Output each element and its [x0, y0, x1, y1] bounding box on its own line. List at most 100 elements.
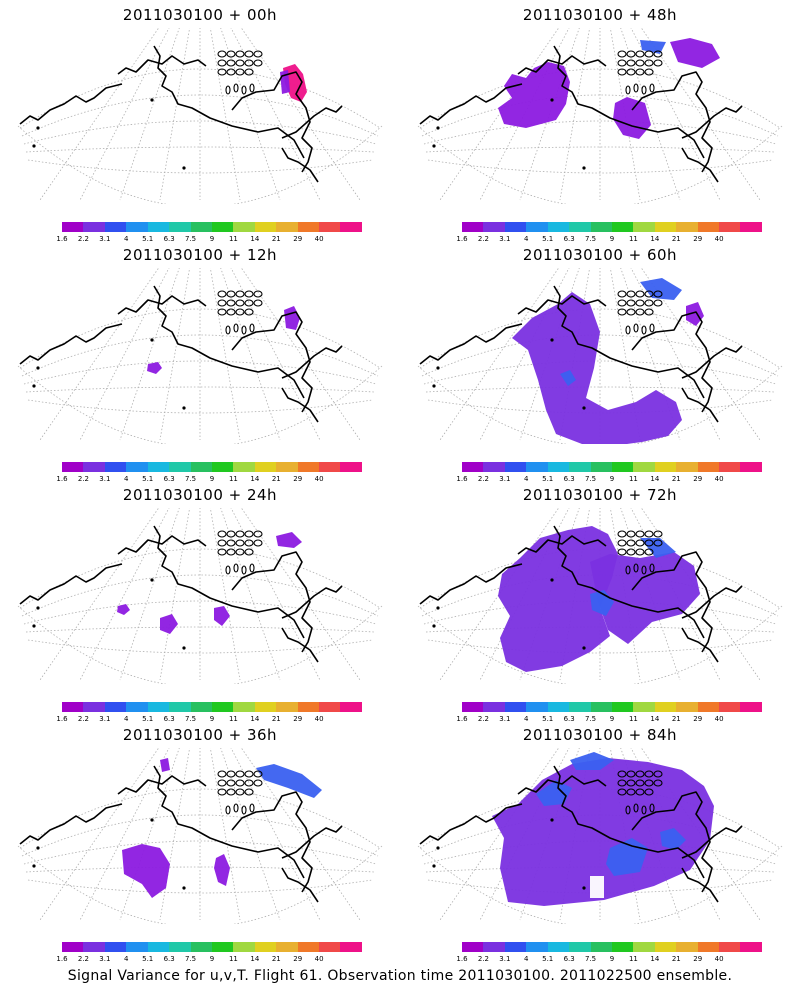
island: [617, 770, 627, 778]
variance-region: [160, 758, 170, 772]
variance-region: [590, 552, 700, 644]
island-dot: [150, 338, 154, 342]
longitude-line: [630, 268, 721, 441]
legend-tick-label: 11: [628, 955, 638, 963]
legend-tick-label: 3.1: [499, 475, 511, 483]
latitude-line: [423, 120, 777, 145]
legend-swatch: [526, 462, 548, 472]
coastline: [117, 295, 207, 315]
legend-swatch: [462, 702, 484, 712]
island-dot: [182, 886, 186, 890]
longitude-line: [640, 28, 761, 201]
panel-title: 2011030100 + 24h: [122, 486, 278, 504]
legend-swatch: [83, 462, 105, 472]
legend-swatch: [526, 942, 548, 952]
legend-tick-label: 21: [671, 715, 681, 723]
legend-tick-label: 5.1: [142, 955, 154, 963]
legend-swatch: [654, 222, 677, 232]
legend-tick-label: 1.6: [456, 235, 468, 243]
latitude-line: [27, 399, 373, 414]
island: [217, 548, 227, 556]
legend-tick-label: 7.5: [584, 715, 597, 723]
island: [617, 539, 627, 547]
island-dot: [582, 886, 586, 890]
legend-tick-label: 1.6: [56, 715, 68, 723]
figure-caption: Signal Variance for u,v,T. Flight 61. Ob…: [67, 968, 733, 984]
legend-tick-label: 14: [250, 475, 260, 483]
legend-tick-label: 21: [271, 475, 281, 483]
color-legend: 1.6 2.2 3.1 4 5.1 6.3 7.5 9 11 14 21 29 40: [456, 462, 762, 484]
island: [617, 530, 627, 538]
legend-tick-label: 2.2: [77, 475, 89, 483]
panel-title: 2011030100 + 72h: [522, 486, 678, 504]
legend-swatch: [654, 462, 677, 472]
coastlines: [419, 285, 743, 423]
legend-colorbar: [462, 702, 762, 712]
legend-tick-label: 5.1: [542, 955, 554, 963]
longitude-line: [620, 268, 681, 441]
legend-tick-label: 4: [524, 475, 529, 483]
legend-tick-label: 11: [628, 715, 638, 723]
island-dot: [32, 624, 36, 628]
legend-swatch: [297, 462, 320, 472]
legend-tick-label: 29: [293, 715, 303, 723]
island-dot: [436, 126, 440, 130]
island: [633, 563, 639, 573]
coastlines: [419, 45, 743, 183]
island-dot: [150, 578, 154, 582]
legend-swatch: [62, 222, 84, 232]
island: [626, 539, 636, 547]
latitude-line: [23, 600, 377, 625]
legend-swatch: [254, 702, 277, 712]
island: [617, 779, 627, 787]
island: [217, 530, 227, 538]
island-dot: [550, 338, 554, 342]
legend-colorbar: [462, 942, 762, 952]
legend-swatch: [190, 462, 212, 472]
longitude-line: [609, 28, 641, 201]
coastline: [419, 323, 523, 365]
legend-tick-label: 6.3: [563, 475, 575, 483]
legend-tick-label: 1.6: [56, 955, 68, 963]
coastline: [19, 83, 123, 125]
legend-tick-label: 40: [714, 715, 724, 723]
island-dot: [436, 846, 440, 850]
arctic-islands: [617, 290, 663, 335]
legend-tick-label: 6.3: [163, 955, 175, 963]
legend-tick-label: 21: [671, 235, 681, 243]
island: [653, 59, 663, 67]
longitude-line: [220, 508, 281, 681]
island: [241, 85, 247, 95]
legend-swatch: [190, 222, 212, 232]
legend-swatch: [633, 702, 655, 712]
legend-tick-label: 7.5: [584, 955, 597, 963]
panel-title: 2011030100 + 12h: [122, 246, 278, 264]
island: [235, 530, 245, 538]
coastlines: [19, 765, 343, 903]
legend-tick-label: 1.6: [456, 955, 468, 963]
island: [226, 68, 236, 76]
island: [226, 59, 236, 67]
legend-swatch: [211, 702, 234, 712]
legend-swatch: [169, 222, 191, 232]
legend-tick-label: 2.2: [77, 955, 89, 963]
legend-swatch: [569, 942, 591, 952]
legend-swatch: [83, 942, 105, 952]
legend-tick-label: 7.5: [184, 235, 197, 243]
longitude-line: [609, 268, 641, 441]
legend-swatch: [147, 222, 170, 232]
legend-swatch: [483, 702, 505, 712]
island: [617, 308, 627, 316]
legend-swatch: [611, 222, 634, 232]
island: [226, 788, 236, 796]
legend-swatch: [504, 462, 527, 472]
legend-swatch: [590, 462, 612, 472]
coastline: [681, 147, 719, 183]
longitude-line: [159, 508, 191, 681]
legend-colorbar: [62, 222, 362, 232]
legend-swatch: [654, 942, 677, 952]
legend-tick-label: 7.5: [184, 955, 197, 963]
island: [235, 59, 245, 67]
legend-tick-label: 5.1: [542, 235, 554, 243]
legend-swatch: [569, 702, 591, 712]
